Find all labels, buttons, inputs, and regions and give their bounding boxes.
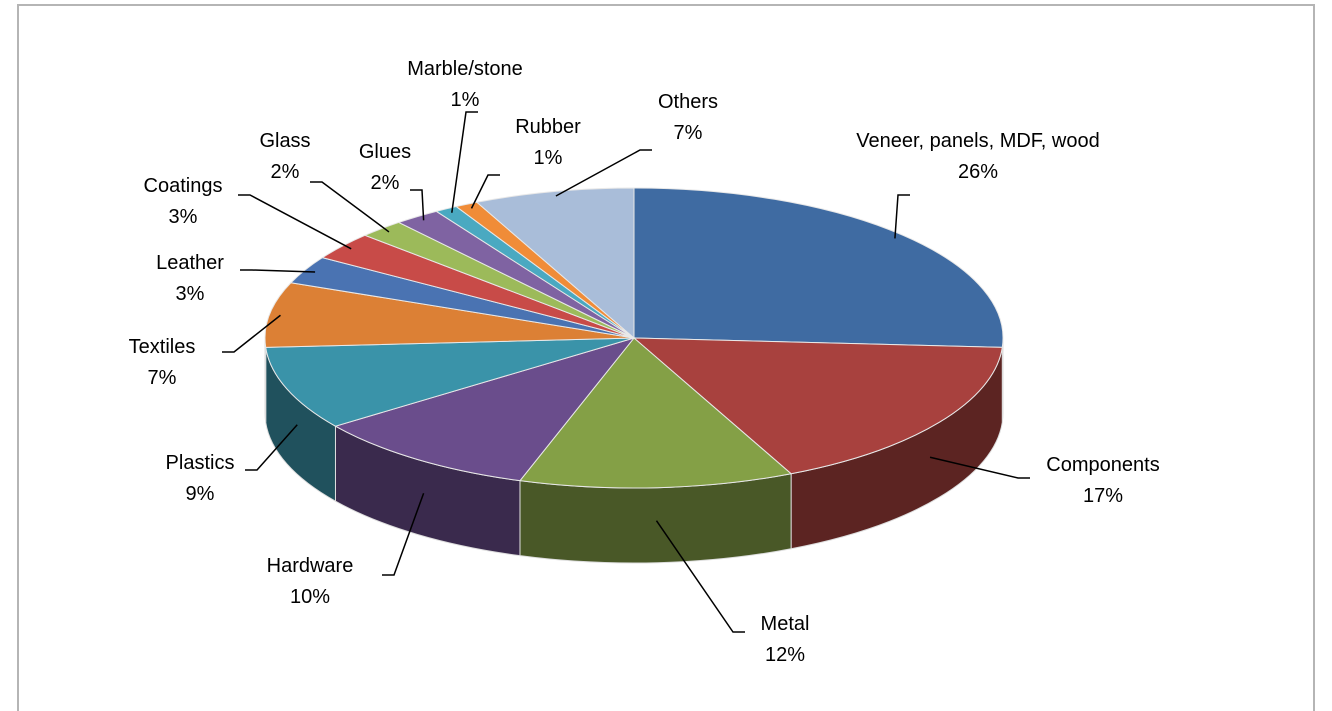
- leader-line: [245, 424, 298, 471]
- value-label: 12%: [764, 644, 806, 666]
- slice-label: Metal 12%: [725, 609, 845, 671]
- leader-line: [238, 194, 352, 250]
- slice-label: Glues 2%: [335, 137, 435, 199]
- value-label: 2%: [370, 172, 400, 194]
- slice: [519, 337, 793, 489]
- slice-label: Plastics 9%: [140, 448, 260, 510]
- leader-line: [310, 181, 390, 233]
- category-label: Marble/stone: [407, 58, 523, 80]
- category-label: Metal: [760, 613, 810, 635]
- slice-label: Coatings 3%: [113, 171, 253, 233]
- leader-line: [382, 492, 425, 576]
- leader-line: [929, 456, 1030, 479]
- value-label: 1%: [533, 147, 563, 169]
- value-label: 3%: [175, 283, 205, 305]
- slice-label: Others 7%: [628, 87, 748, 149]
- slice: [632, 337, 1003, 475]
- leader-line: [470, 174, 500, 209]
- category-label: Coatings: [143, 175, 223, 197]
- value-label: 7%: [673, 122, 703, 144]
- category-label: Veneer, panels, MDF, wood: [856, 130, 1100, 152]
- value-label: 7%: [147, 367, 177, 389]
- value-label: 1%: [450, 89, 480, 111]
- slice-label: Marble/stone 1%: [375, 54, 555, 116]
- category-label: Others: [657, 91, 719, 113]
- slice-label: Glass 2%: [235, 126, 335, 188]
- leader-line: [240, 269, 316, 273]
- slice: [633, 187, 1004, 348]
- slice-label: Hardware 10%: [240, 551, 380, 613]
- leader-line: [451, 111, 478, 213]
- leader-line: [894, 194, 910, 239]
- value-label: 10%: [289, 586, 331, 608]
- category-label: Leather: [156, 252, 224, 274]
- slice-side: [264, 337, 267, 423]
- category-label: Textiles: [128, 336, 196, 358]
- leader-line: [555, 149, 652, 197]
- leader-line: [655, 520, 745, 633]
- slice-label: Veneer, panels, MDF, wood 26%: [848, 126, 1108, 188]
- value-label: 26%: [957, 161, 999, 183]
- category-label: Hardware: [266, 555, 354, 577]
- slice: [475, 187, 635, 340]
- value-label: 2%: [270, 161, 300, 183]
- slice: [334, 337, 636, 482]
- value-label: 3%: [168, 206, 198, 228]
- slice-label: Components 17%: [1023, 450, 1183, 512]
- slice: [265, 337, 635, 427]
- frame: [17, 4, 1315, 711]
- category-label: Plastics: [165, 452, 235, 474]
- value-label: 17%: [1082, 485, 1124, 507]
- category-label: Glues: [358, 141, 412, 163]
- category-label: Components: [1046, 454, 1160, 476]
- leader-line: [222, 314, 281, 353]
- slice-label: Rubber 1%: [488, 112, 608, 174]
- category-label: Rubber: [515, 116, 581, 138]
- slice: [264, 282, 635, 348]
- slice-label: Textiles 7%: [102, 332, 222, 394]
- leader-line: [410, 189, 425, 221]
- category-label: Glass: [259, 130, 311, 152]
- slice-label: Leather 3%: [130, 248, 250, 310]
- value-label: 9%: [185, 483, 215, 505]
